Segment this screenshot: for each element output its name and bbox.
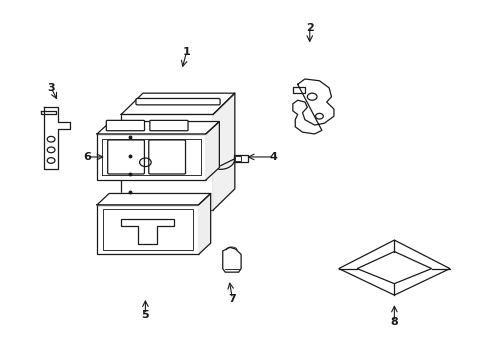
Polygon shape [213,93,234,210]
Bar [97,205,198,255]
Polygon shape [356,252,431,284]
FancyBboxPatch shape [106,120,144,131]
Bar [235,156,241,161]
Text: 5: 5 [142,310,149,320]
Polygon shape [338,240,449,295]
Text: 3: 3 [47,83,55,93]
Bar [97,134,205,180]
Text: 6: 6 [83,152,91,162]
Bar [121,114,213,210]
Polygon shape [121,93,234,114]
Text: 1: 1 [182,48,190,57]
Polygon shape [97,122,219,134]
FancyBboxPatch shape [136,99,220,105]
Text: 7: 7 [228,294,236,304]
Bar [233,155,248,162]
Text: 2: 2 [305,23,313,33]
Polygon shape [205,122,219,180]
Polygon shape [44,107,70,169]
Text: 8: 8 [390,317,397,327]
Bar [102,209,192,250]
FancyBboxPatch shape [149,120,188,131]
Polygon shape [198,193,210,255]
Polygon shape [338,240,449,295]
Polygon shape [97,193,210,205]
Text: 4: 4 [269,152,277,162]
Polygon shape [223,247,241,272]
